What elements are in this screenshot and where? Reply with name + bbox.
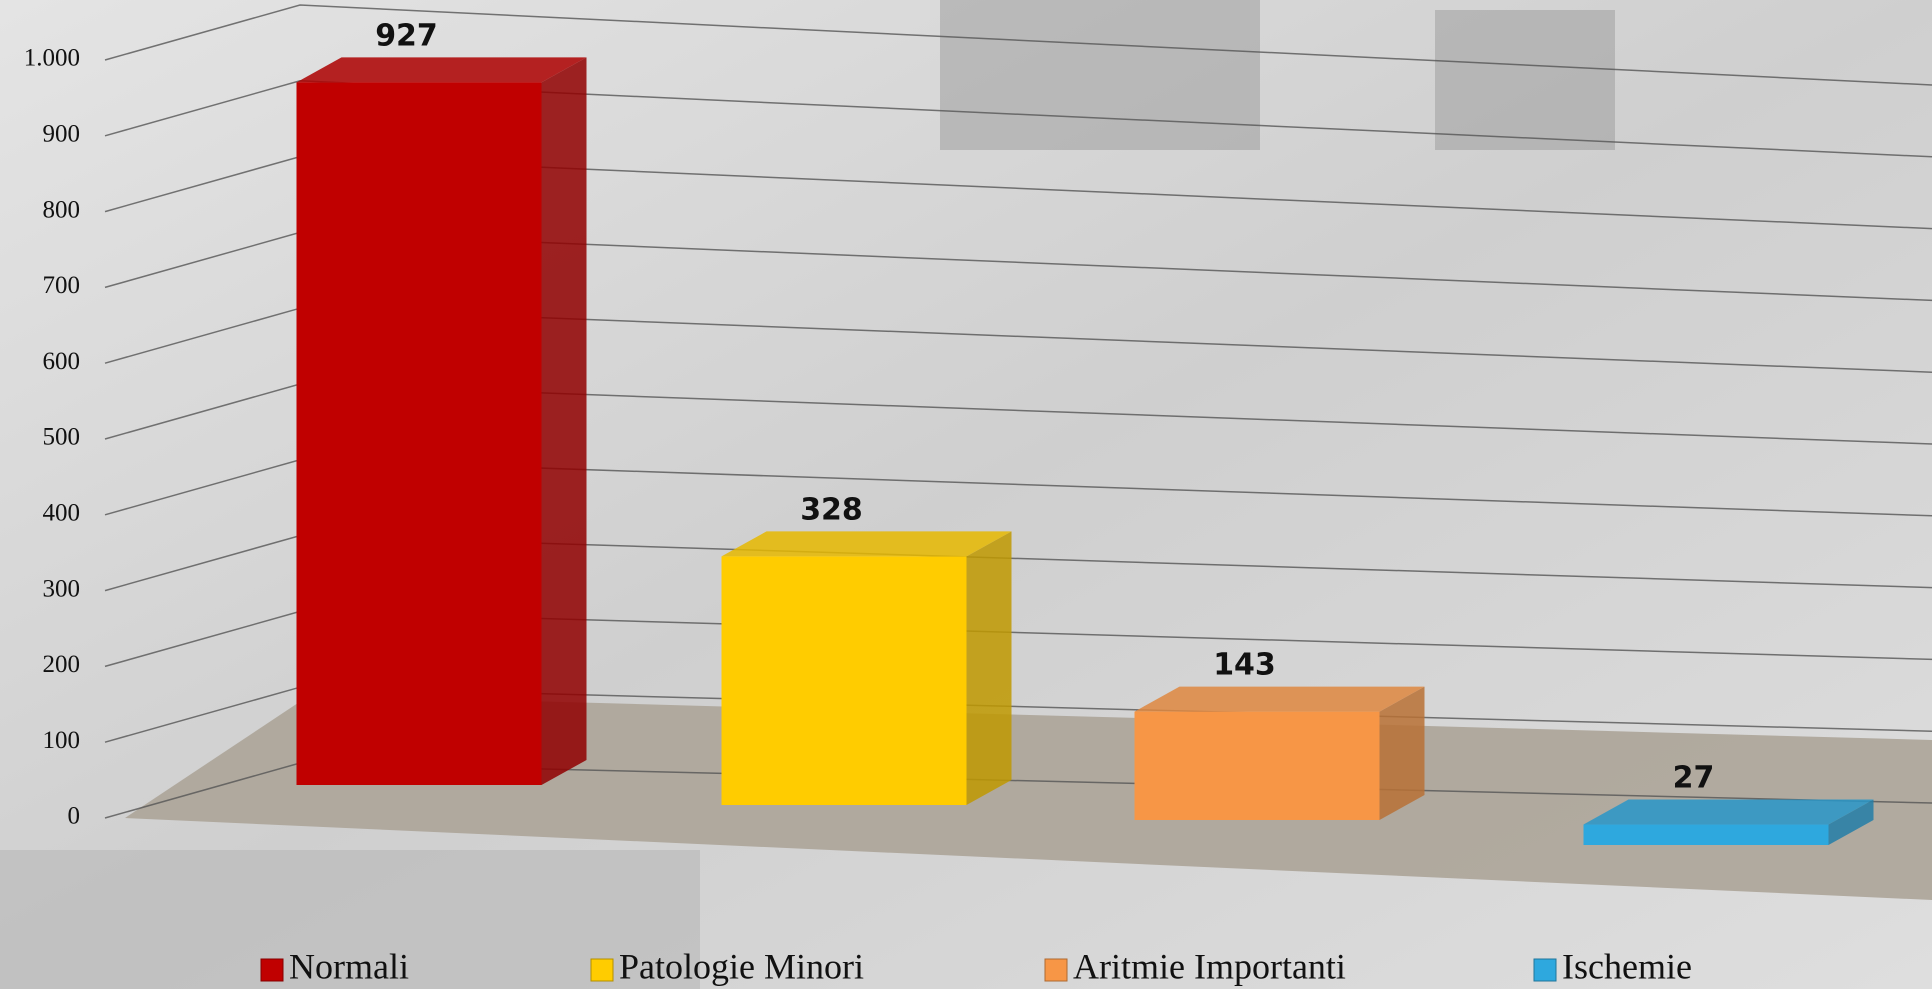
bar	[1134, 711, 1380, 820]
y-tick-label: 200	[43, 651, 81, 678]
legend-label: Normali	[289, 946, 409, 986]
legend-label: Aritmie Importanti	[1073, 946, 1346, 986]
bar-top	[296, 57, 587, 83]
legend-swatch	[1533, 958, 1557, 982]
background-desk	[0, 850, 700, 989]
y-tick-label: 700	[43, 272, 81, 299]
y-tick-label: 300	[43, 575, 81, 602]
value-label: 27	[1673, 761, 1715, 796]
bar-side	[1379, 686, 1425, 820]
value-label: 927	[375, 18, 438, 53]
bar-side	[966, 531, 1012, 805]
value-label: 143	[1213, 648, 1276, 683]
bar	[721, 556, 967, 805]
legend-swatch	[1044, 958, 1068, 982]
y-tick-label: 600	[43, 348, 81, 375]
y-tick-label: 100	[43, 727, 81, 754]
legend-label: Ischemie	[1562, 946, 1692, 986]
y-tick-label: 500	[43, 424, 81, 451]
y-tick-label: 400	[43, 500, 81, 527]
value-label: 328	[800, 492, 863, 527]
bar	[296, 82, 542, 786]
bar-top	[1583, 799, 1874, 825]
bar	[1583, 824, 1829, 845]
legend-swatch	[590, 958, 614, 982]
bar-top	[721, 531, 1012, 557]
y-tick-label: 900	[43, 121, 81, 148]
y-tick-label: 1.000	[24, 45, 80, 72]
grid-line	[104, 4, 1932, 86]
bar-top	[1134, 686, 1425, 712]
legend-label: Patologie Minori	[619, 946, 864, 986]
y-tick-label: 800	[43, 196, 81, 223]
background-screen	[1435, 10, 1615, 150]
y-tick-label: 0	[68, 803, 81, 830]
bar-side	[1828, 799, 1874, 845]
background-screen	[940, 0, 1260, 150]
bar-side	[541, 57, 587, 786]
legend-swatch	[260, 958, 284, 982]
